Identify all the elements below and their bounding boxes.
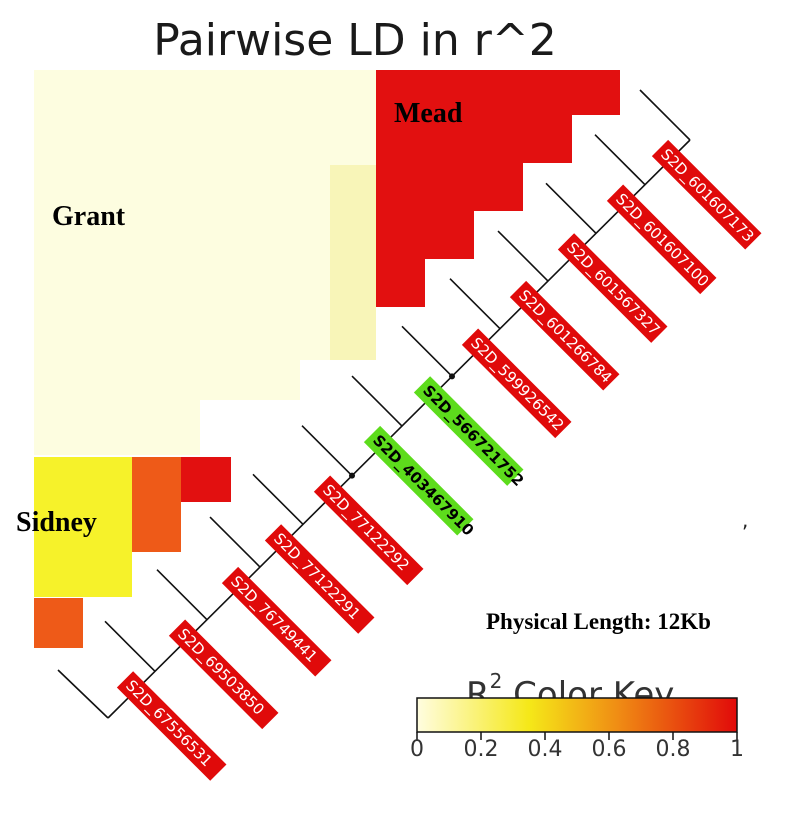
marker-tick — [301, 425, 353, 477]
marker-label: S2D_599926542 — [461, 328, 572, 439]
marker-label-text: S2D_77122291 — [269, 530, 363, 624]
marker-label-box — [509, 280, 620, 391]
marker-label: S2D_403467910 — [363, 425, 477, 539]
marker-label-text: S2D_566721752 — [419, 382, 527, 490]
heatmap-cells — [34, 70, 620, 648]
marker-label: S2D_69503850 — [168, 619, 279, 730]
stray-mark: , — [742, 508, 748, 532]
color-key: R2 Color Key 0 0.2 0.4 0.6 0.8 1 — [410, 669, 744, 762]
marker-label-box — [221, 566, 332, 677]
color-key-title-superscript: 2 — [490, 669, 503, 693]
marker-label-text: S2D_403467910 — [369, 431, 477, 539]
population-labels: Grant Mead Sidney — [16, 98, 463, 538]
color-key-tick-label: 1 — [730, 737, 744, 762]
marker-label-text: S2D_601266784 — [514, 286, 615, 387]
sidney-ld-cell-yellow — [34, 457, 132, 597]
marker-axis-line — [107, 139, 691, 719]
marker-label-box — [363, 425, 474, 536]
color-key-tick-label: 0.4 — [528, 737, 563, 762]
marker-label-box — [606, 184, 717, 295]
marker-tick — [209, 516, 261, 568]
color-key-tick-label: 0.6 — [592, 737, 627, 762]
marker-label-box — [413, 376, 524, 486]
marker-label-box — [557, 233, 668, 343]
marker-label-box — [168, 619, 279, 730]
marker-label: S2D_77122292 — [313, 475, 424, 586]
marker-label-text: S2D_601607173 — [656, 145, 757, 246]
marker-axis-dot — [349, 472, 355, 479]
marker-axis-start-tick — [57, 669, 109, 719]
marker-tick — [497, 230, 549, 282]
marker-tick — [449, 278, 501, 330]
marker-label-box — [313, 475, 424, 586]
population-label-mead: Mead — [394, 98, 463, 129]
marker-label-text: S2D_67556531 — [121, 676, 215, 770]
marker-label-text: S2D_77122292 — [318, 481, 412, 575]
marker-tick — [351, 375, 403, 427]
marker-tick — [156, 569, 208, 621]
marker-position-axis — [57, 89, 691, 719]
marker-label-box — [651, 139, 762, 250]
population-label-sidney: Sidney — [16, 507, 97, 538]
mead-ld-block — [376, 70, 620, 308]
color-key-tick-label: 0.2 — [464, 737, 499, 762]
grant-ld-region — [34, 70, 376, 455]
chart-title: Pairwise LD in r^2 — [153, 15, 556, 66]
marker-label-text: S2D_599926542 — [466, 334, 567, 435]
marker-label-box — [461, 328, 572, 439]
sidney-ld-cell-orange — [132, 457, 181, 552]
color-key-tick-label: 0.8 — [656, 737, 691, 762]
marker-axis-dot — [449, 373, 455, 380]
marker-label: S2D_67556531 — [116, 671, 227, 781]
grant-ld-strip — [330, 165, 376, 360]
marker-label-text: S2D_76749441 — [226, 572, 320, 666]
marker-label: S2D_601266784 — [509, 280, 620, 391]
marker-tick — [594, 134, 646, 186]
color-key-bar — [416, 697, 738, 733]
marker-tick — [639, 89, 691, 141]
marker-label-text: S2D_69503850 — [173, 625, 267, 719]
marker-label: S2D_601567327 — [557, 233, 668, 343]
population-label-grant: Grant — [52, 201, 126, 232]
marker-label-box — [116, 671, 227, 781]
color-key-tick-label: 0 — [410, 737, 424, 762]
marker-label-box — [264, 524, 375, 634]
marker-label-text: S2D_601567327 — [562, 239, 663, 340]
physical-length-label: Physical Length: 12Kb — [486, 609, 711, 634]
sidney-ld-cell-bottom — [34, 598, 83, 648]
marker-tick — [252, 473, 304, 525]
marker-tick — [401, 325, 453, 377]
marker-tick — [545, 182, 597, 234]
marker-tick — [104, 620, 156, 672]
marker-label-text: S2D_601607100 — [611, 190, 712, 291]
sidney-ld-cell-red — [181, 457, 231, 502]
